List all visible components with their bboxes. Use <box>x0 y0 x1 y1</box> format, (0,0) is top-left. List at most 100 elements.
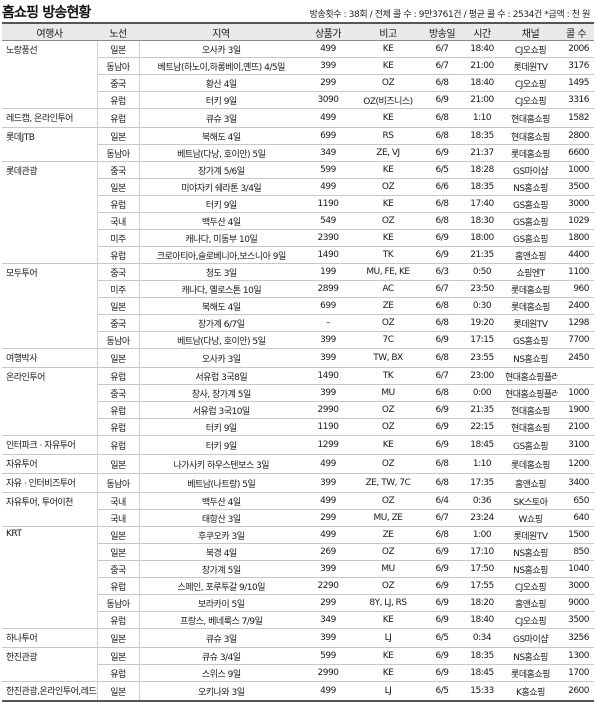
note-cell: OZ <box>353 418 423 436</box>
header-calls: 콜 수 <box>558 22 594 41</box>
route-cell: 동남아 <box>97 594 140 612</box>
date-cell: 6/8 <box>423 212 461 230</box>
note-cell: KE <box>353 57 423 75</box>
header-company: 여행사 <box>2 22 97 41</box>
route-cell: 동남아 <box>97 144 140 162</box>
price-cell: 2390 <box>303 229 353 247</box>
region-cell: 큐슈 3/4일 <box>139 647 303 665</box>
route-cell: 중국 <box>97 384 140 402</box>
price-cell: 2990 <box>303 664 353 682</box>
note-cell: ZE <box>353 526 423 544</box>
date-cell: 6/9 <box>423 594 461 612</box>
table-row: 동남아 베트남(다낭, 호이안) 5일 399 7C 6/9 17:15 GS홈쇼핑 7700 <box>2 331 594 349</box>
region-cell: 베트남(나트랑) 5일 <box>139 473 303 493</box>
note-cell: TW, BX <box>353 348 423 368</box>
route-cell: 유럽 <box>97 435 140 455</box>
price-cell: 399 <box>303 348 353 368</box>
price-cell: 349 <box>303 144 353 162</box>
note-cell: MU <box>353 384 423 402</box>
note-cell: TK <box>353 246 423 264</box>
header-date: 방송일 <box>423 22 461 41</box>
region-cell: 베트남(하노이,하롱베이,옌뜨) 4/5일 <box>139 57 303 75</box>
route-cell: 일본 <box>97 628 140 648</box>
date-cell: 6/9 <box>423 435 461 455</box>
company-cell: 인터파크 · 자유투어 <box>2 435 98 455</box>
company-cell: 자유투어 <box>2 454 98 474</box>
channel-cell: 홈앤쇼핑 <box>503 594 558 612</box>
date-cell: 6/7 <box>423 40 461 58</box>
table-row: 일본 북경 4일 269 OZ 6/9 17:10 NS홈쇼핑 850 <box>2 543 594 561</box>
channel-cell: NS홈쇼핑 <box>503 348 558 368</box>
calls-cell: 3176 <box>558 57 594 75</box>
date-cell: 6/9 <box>423 611 461 629</box>
date-cell: 6/9 <box>423 577 461 595</box>
price-cell: 349 <box>303 611 353 629</box>
channel-cell: NS홈쇼핑 <box>503 178 558 196</box>
header-price: 상품가 <box>303 22 353 41</box>
calls-cell: 1000 <box>558 384 594 402</box>
table-row: 유럽 터키 9일 1190 KE 6/8 17:40 GS홈쇼핑 3000 <box>2 195 594 213</box>
price-cell: 499 <box>303 108 353 128</box>
channel-cell: GS홈쇼핑 <box>503 229 558 247</box>
route-cell: 일본 <box>97 178 140 196</box>
date-cell: 6/8 <box>423 473 461 493</box>
note-cell: LJ <box>353 681 423 702</box>
calls-cell: 4400 <box>558 246 594 264</box>
calls-cell: 2800 <box>558 127 594 145</box>
channel-cell: GS마이샵 <box>503 161 558 179</box>
table-row: 동남아 베트남(다낭, 호이안) 5일 349 ZE, VJ 6/9 21:37 롯데홈쇼핑… <box>2 144 594 162</box>
region-cell: 오키나와 3일 <box>139 681 303 702</box>
header-route: 노선 <box>97 22 139 41</box>
note-cell: OZ <box>353 543 423 561</box>
region-cell: 장가계 5/6일 <box>139 161 303 179</box>
note-cell: 8Y, LJ, RS <box>353 594 423 612</box>
table-row: 자유투어, 투어이천 국내 백두산 4일 499 OZ 6/4 0:36 SK스토아 650 <box>2 492 594 527</box>
price-cell: 1490 <box>303 367 353 385</box>
time-cell: 0:50 <box>461 263 503 281</box>
region-cell: 후쿠오카 3일 <box>139 526 303 544</box>
date-cell: 6/8 <box>423 297 461 315</box>
note-cell: KE <box>353 161 423 179</box>
calls-cell <box>558 367 594 385</box>
table-row: 유럽 크로아티아,슬로베니아,보스니아 9일 1490 TK 6/9 21:35 홈앤쇼핑 4… <box>2 246 594 264</box>
company-cell: 하나투어 <box>2 628 98 648</box>
calls-cell: 640 <box>558 509 594 527</box>
calls-cell: 3000 <box>558 195 594 213</box>
note-cell: OZ <box>353 314 423 332</box>
date-cell: 6/8 <box>423 314 461 332</box>
company-cell: 자유 · 인터비즈투어 <box>2 473 98 493</box>
channel-cell: NS홈쇼핑 <box>503 543 558 561</box>
table-row: 미주 캐나다, 옐로스톤 10일 2899 AC 6/7 23:50 롯데홈쇼핑 960 <box>2 280 594 298</box>
time-cell: 18:35 <box>461 647 503 665</box>
channel-cell: 현대홈쇼핑플러스샵 <box>503 384 558 402</box>
calls-cell: 3316 <box>558 91 594 109</box>
channel-cell: 롯데원TV <box>503 314 558 332</box>
route-cell: 동남아 <box>97 331 140 349</box>
calls-cell: 850 <box>558 543 594 561</box>
time-cell: 17:50 <box>461 560 503 578</box>
time-cell: 17:35 <box>461 473 503 493</box>
calls-cell: 1582 <box>558 108 594 128</box>
calls-cell: 3500 <box>558 611 594 629</box>
region-cell: 나가사키 하우스텐보스 3일 <box>139 454 303 474</box>
route-cell: 유럽 <box>97 91 140 109</box>
price-cell: 199 <box>303 263 353 281</box>
region-cell: 장사, 장가계 5일 <box>139 384 303 402</box>
region-cell: 북해도 4일 <box>139 127 303 145</box>
date-cell: 6/4 <box>423 492 461 510</box>
price-cell: 399 <box>303 560 353 578</box>
route-cell: 동남아 <box>97 473 140 493</box>
table-row: 자유투어 일본 나가사키 하우스텐보스 3일 499 OZ 6/8 1:10 롯데홈쇼핑 120… <box>2 454 594 474</box>
date-cell: 6/8 <box>423 195 461 213</box>
calls-cell: 3256 <box>558 628 594 648</box>
note-cell: AC <box>353 280 423 298</box>
price-cell: 2899 <box>303 280 353 298</box>
table-row: 한진관광,온라인투어,레드캡 일본 오키나와 3일 499 LJ 6/5 15:33 K홈쇼핑… <box>2 681 594 702</box>
channel-cell: 홈앤쇼핑 <box>503 246 558 264</box>
company-cell: 롯데JTB <box>2 127 98 162</box>
table-row: 한진관광 일본 큐슈 3/4일 599 KE 6/9 18:35 NS홈쇼핑 1300 <box>2 647 594 682</box>
calls-cell: 3400 <box>558 473 594 493</box>
channel-cell: CJ오쇼핑 <box>503 74 558 92</box>
channel-cell: CJ오쇼핑 <box>503 611 558 629</box>
